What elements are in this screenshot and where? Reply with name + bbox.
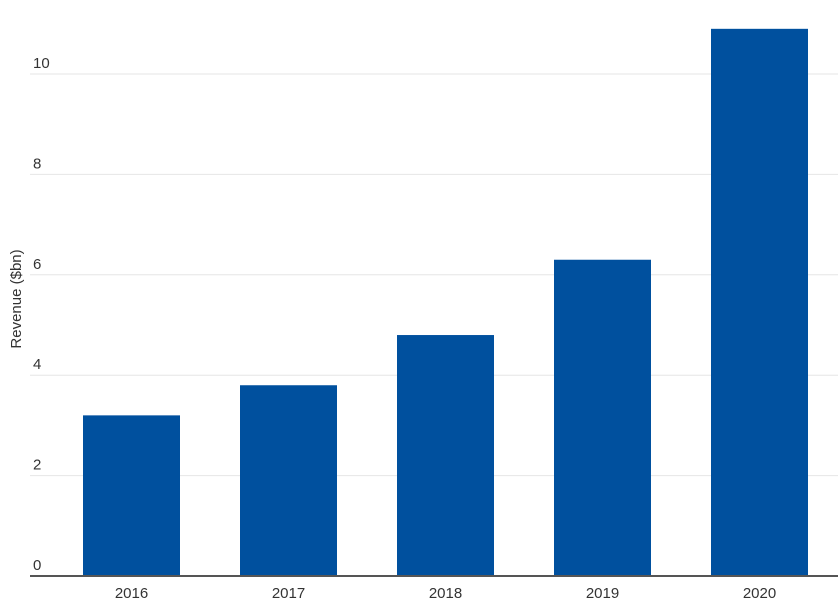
gridlines xyxy=(30,73,838,477)
y-tick-label: 0 xyxy=(33,557,41,574)
bars xyxy=(83,28,808,576)
y-axis-ticks: 0 2 4 6 8 10 xyxy=(33,55,50,574)
x-tick-label: 2019 xyxy=(586,585,619,602)
y-tick-label: 2 xyxy=(33,457,41,474)
x-tick-label: 2018 xyxy=(429,585,462,602)
bar-2019 xyxy=(554,259,651,576)
x-tick-label: 2017 xyxy=(272,585,305,602)
y-tick-label: 8 xyxy=(33,155,41,172)
bar-2016 xyxy=(83,415,180,576)
x-axis-ticks: 2016 2017 2018 2019 2020 xyxy=(115,585,776,602)
y-axis-title: Revenue ($bn) xyxy=(8,249,25,348)
bar-2017 xyxy=(240,385,337,576)
bar-2018 xyxy=(397,335,494,576)
y-tick-label: 10 xyxy=(33,55,50,72)
x-tick-label: 2020 xyxy=(743,585,776,602)
bar-2020 xyxy=(711,28,808,576)
x-tick-label: 2016 xyxy=(115,585,148,602)
y-tick-label: 6 xyxy=(33,256,41,273)
y-tick-label: 4 xyxy=(33,356,41,373)
